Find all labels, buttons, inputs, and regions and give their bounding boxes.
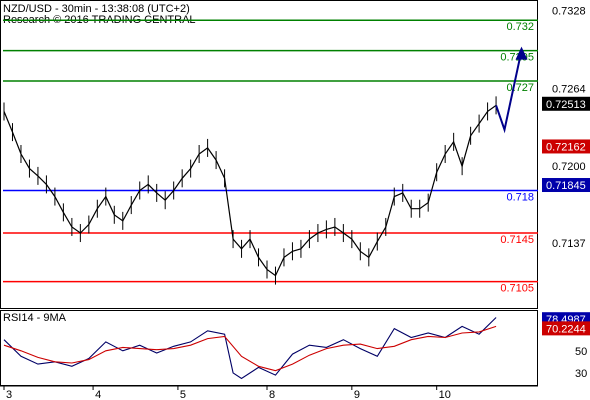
y-tick-0: 0.7328 xyxy=(552,6,586,18)
level-label-3: 0.718 xyxy=(506,191,534,203)
forecast-arrow xyxy=(495,46,528,134)
level-label-2: 0.727 xyxy=(506,82,534,94)
rsi-line-ma xyxy=(3,325,497,372)
rsi-y-tick-1: 30 xyxy=(575,368,587,380)
forecast-line xyxy=(495,50,523,134)
x-tick-5: 10 xyxy=(439,389,451,400)
rsi-series: 50 30 xyxy=(3,317,587,380)
y-tick-2: 0.7200 xyxy=(552,161,586,173)
y-tick-3: 0.7137 xyxy=(552,238,586,250)
x-tick-4: 9 xyxy=(354,389,360,400)
price-series xyxy=(3,96,497,285)
x-tick-1: 4 xyxy=(95,389,101,400)
axis-ticks: 0.7328 0.7264 0.7200 0.7137 3 4 5 8 9 10 xyxy=(3,6,586,400)
x-tick-3: 8 xyxy=(269,389,275,400)
forecast-arrowhead xyxy=(515,46,528,60)
price-panel-frame xyxy=(0,0,538,309)
rsi-tag-1: 70.2244 xyxy=(546,323,586,335)
rsi-title: RSI14 - 9MA xyxy=(3,312,67,324)
price-line xyxy=(3,104,497,277)
price-tag-1: 0.72162 xyxy=(546,141,586,153)
chart-title: NZD/USD - 30min - 13:38:08 (UTC+2) xyxy=(3,3,190,15)
x-tick-0: 3 xyxy=(6,389,12,400)
rsi-y-tick-0: 50 xyxy=(575,346,587,358)
price-tags: 0.72513 0.72162 0.71845 xyxy=(542,96,590,193)
price-tag-0: 0.72513 xyxy=(546,99,586,111)
level-label-4: 0.7145 xyxy=(500,234,534,246)
y-tick-1: 0.7264 xyxy=(552,83,586,95)
level-label-0: 0.732 xyxy=(506,21,534,33)
price-tag-box-0 xyxy=(542,96,590,111)
price-tag-box-2 xyxy=(542,178,590,193)
level-label-5: 0.7105 xyxy=(500,283,534,295)
price-tag-box-1 xyxy=(542,139,590,154)
rsi-tag-box-1 xyxy=(542,321,590,336)
rsi-panel-frame xyxy=(0,310,538,386)
rsi-line-rsi xyxy=(3,317,497,380)
x-tick-2: 5 xyxy=(180,389,186,400)
price-tag-2: 0.71845 xyxy=(546,180,586,192)
